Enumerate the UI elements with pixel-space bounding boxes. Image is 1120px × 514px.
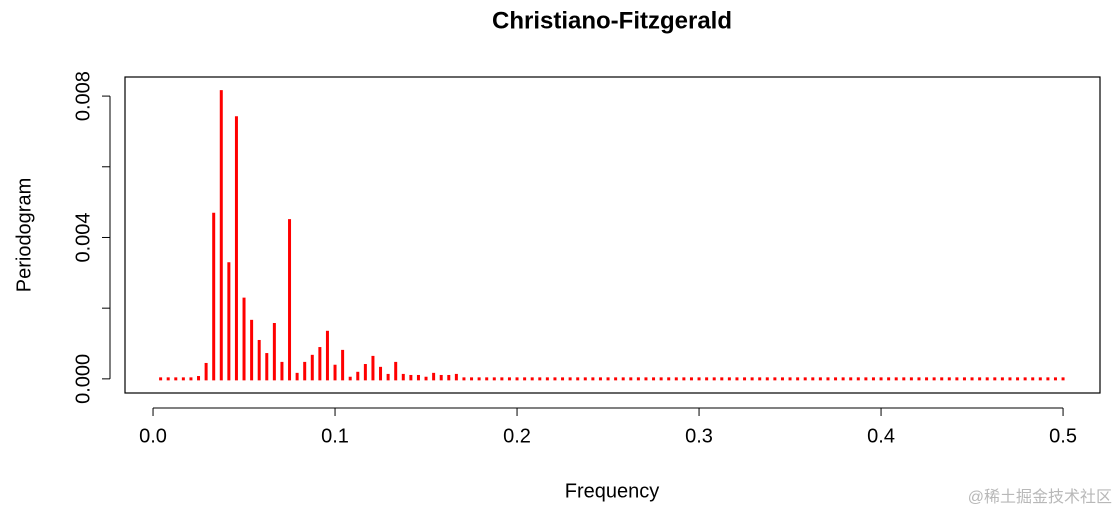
plot-frame	[124, 76, 1101, 394]
x-tick-label: 0.5	[1049, 425, 1077, 447]
watermark: @稀土掘金技术社区	[968, 488, 1112, 506]
x-tick-label: 0.4	[867, 425, 895, 447]
x-axis-label: Frequency	[565, 480, 660, 502]
chart-title: Christiano-Fitzgerald	[492, 7, 732, 34]
x-tick-label: 0.2	[503, 425, 531, 447]
y-tick-label: 0.004	[72, 212, 94, 262]
y-tick-label: 0.000	[72, 354, 94, 404]
x-tick-label: 0.3	[685, 425, 713, 447]
x-tick-label: 0.1	[321, 425, 349, 447]
x-tick-label: 0.0	[139, 425, 167, 447]
y-tick-label: 0.008	[72, 71, 94, 121]
y-axis-label: Periodogram	[13, 178, 35, 293]
